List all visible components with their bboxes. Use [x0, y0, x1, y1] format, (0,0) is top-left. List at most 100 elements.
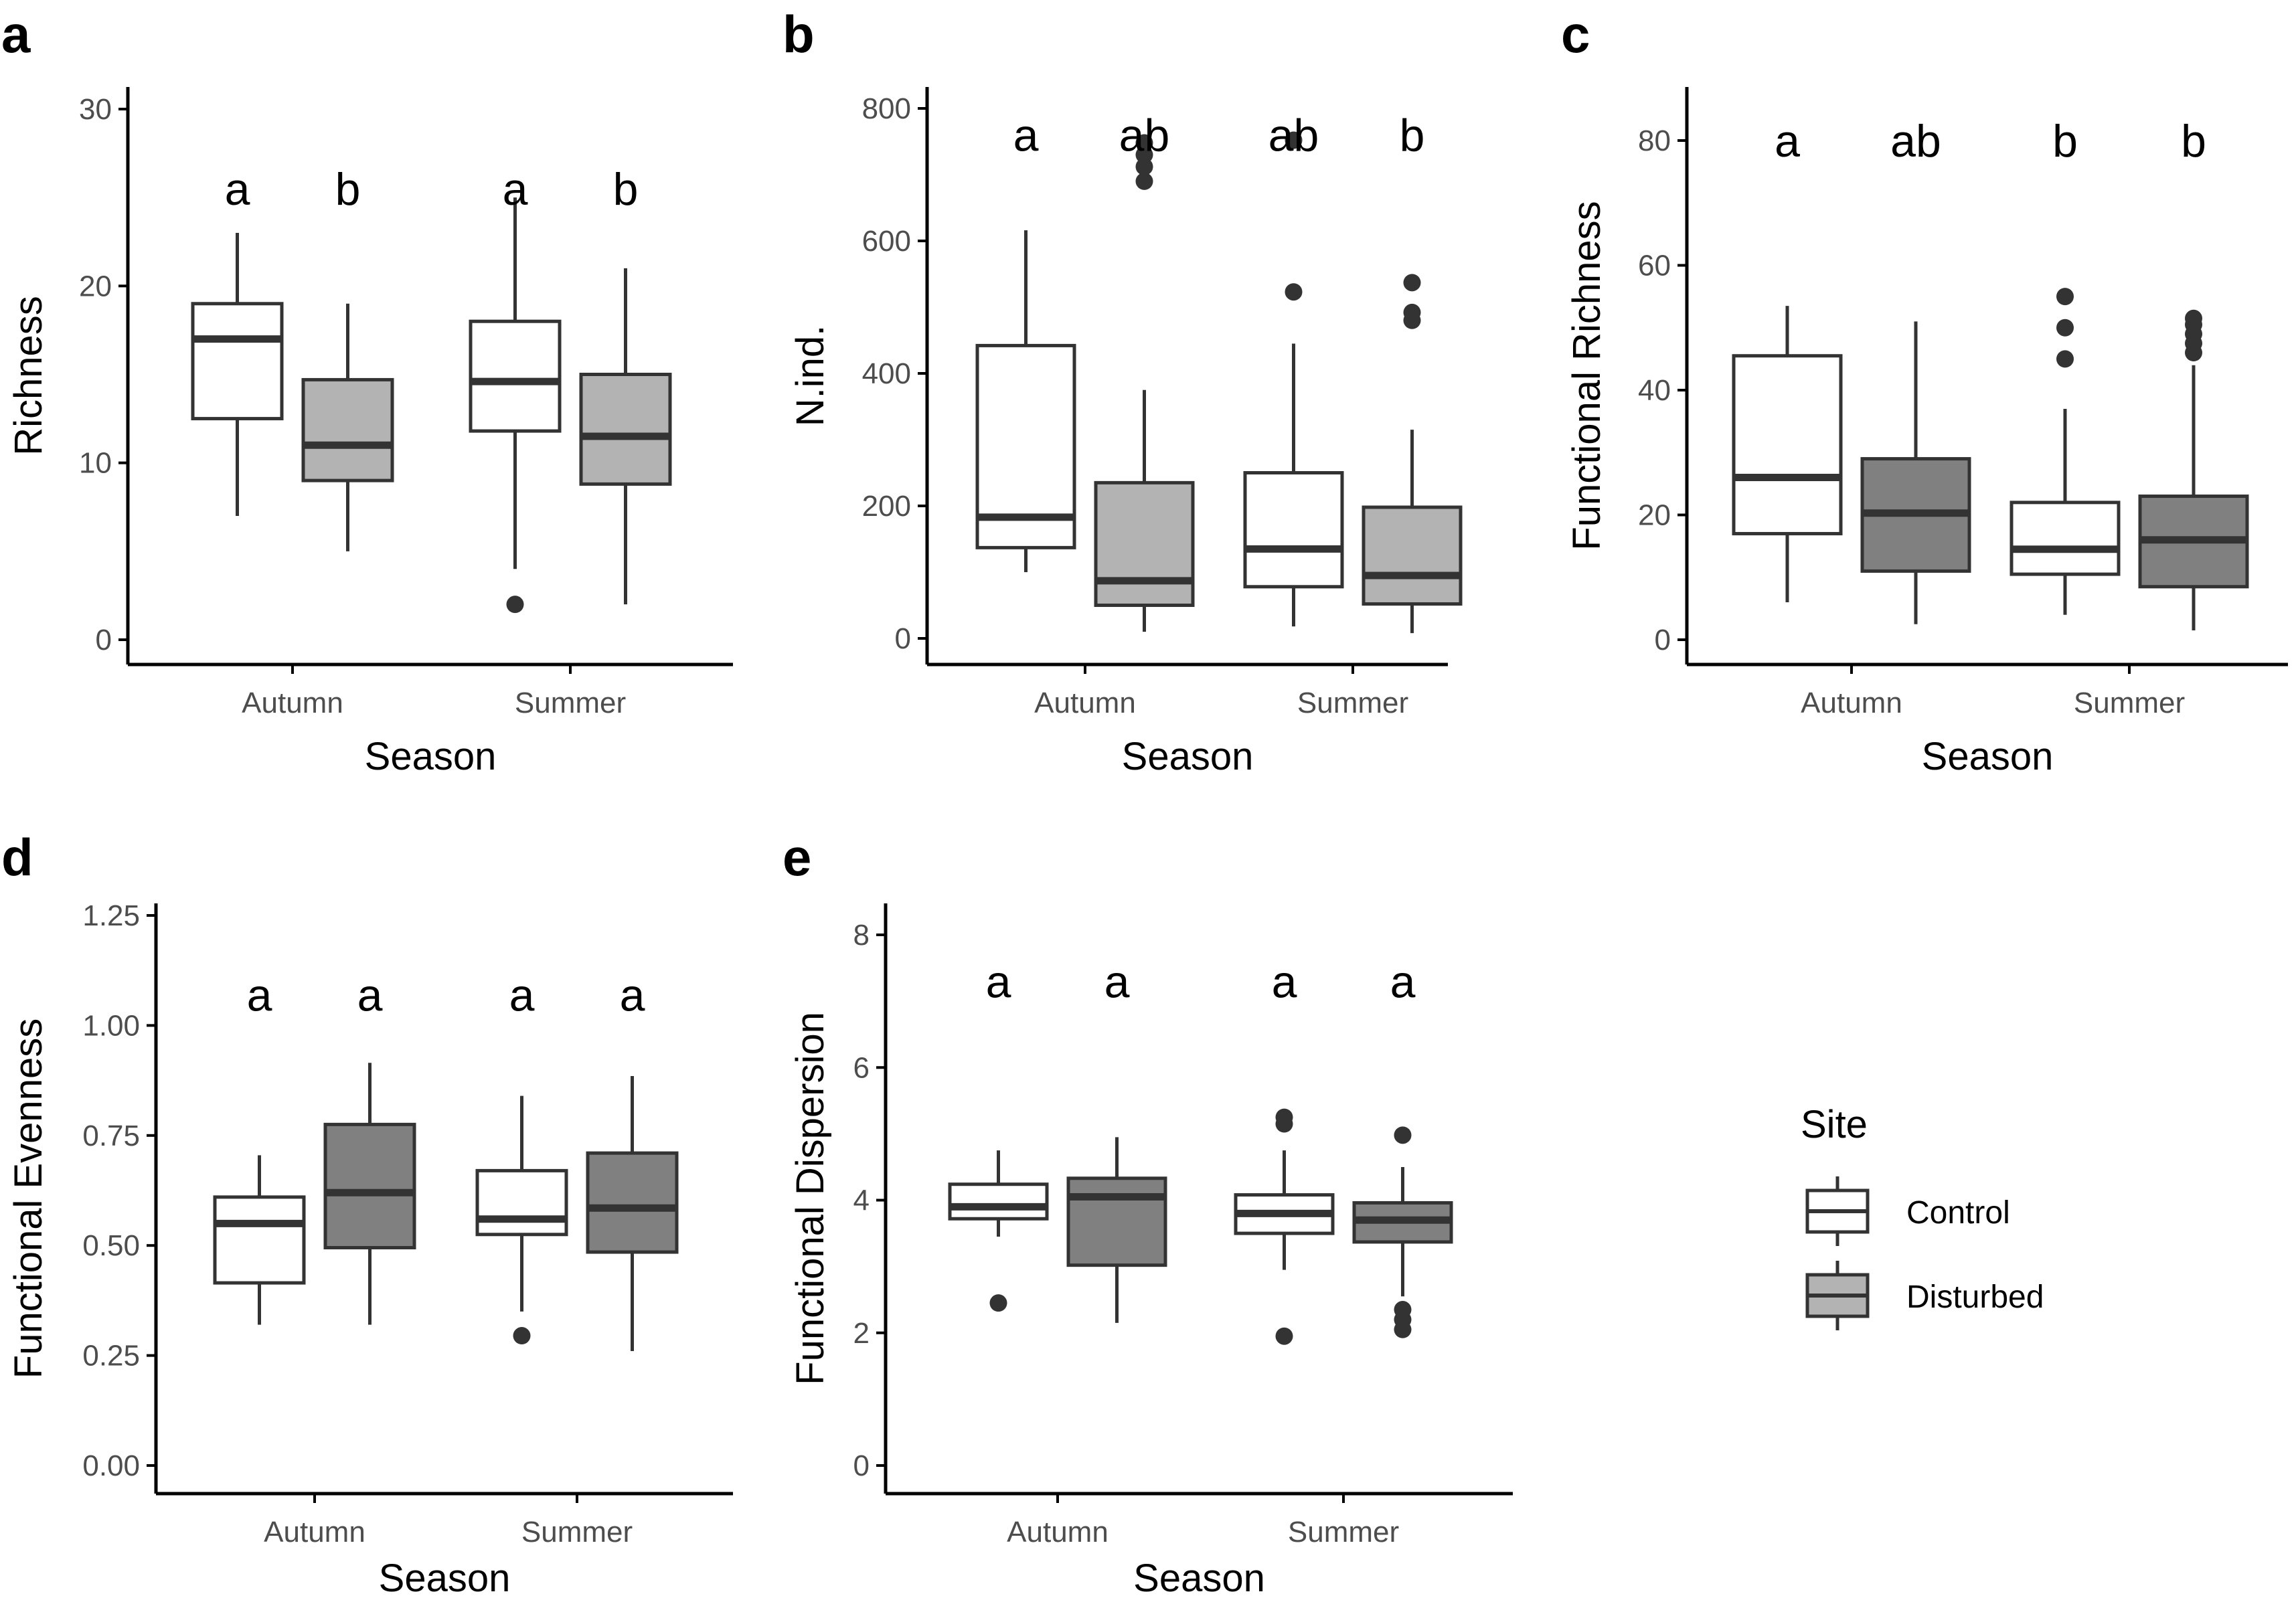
significance-letter: ab	[1890, 116, 1941, 167]
panel-letter: b	[783, 5, 815, 64]
significance-letter: ab	[1268, 110, 1319, 161]
x-tick-label: Summer	[2074, 687, 2185, 719]
y-tick-label: 8	[853, 919, 870, 952]
significance-letter: a	[247, 970, 272, 1020]
panel-letter: e	[783, 828, 811, 887]
y-tick-label: 80	[1638, 124, 1671, 157]
y-axis-title: N.ind.	[789, 325, 832, 427]
box-autumn-disturbed	[301, 303, 394, 551]
x-axis-title: Season	[365, 735, 497, 778]
iqr-box	[948, 1182, 1049, 1221]
box-summer-disturbed	[586, 1076, 679, 1352]
iqr-box	[2010, 501, 2121, 576]
y-tick-label: 20	[79, 270, 112, 302]
y-tick-label: 1.25	[82, 899, 140, 932]
panel-e: e 0 2 4 6 8 Autumn Summer Season Functional Dispe…	[783, 828, 1513, 1598]
iqr-box	[475, 1168, 568, 1237]
significance-letter: a	[620, 970, 645, 1020]
y-axis-title: Functional Dispersion	[789, 1012, 832, 1385]
x-tick-label: Summer	[1297, 687, 1408, 719]
significance-letter: a	[1390, 956, 1416, 1007]
box-autumn-control	[975, 230, 1076, 572]
outlier-point	[989, 1294, 1007, 1312]
x-tick-label: Autumn	[1007, 1516, 1109, 1548]
y-tick-label: 200	[862, 490, 911, 523]
outlier-point	[513, 1327, 531, 1345]
iqr-box	[469, 319, 562, 433]
legend-item-disturbed: Disturbed	[1805, 1261, 2044, 1330]
significance-letter: a	[225, 164, 250, 215]
y-tick-label: 10	[79, 447, 112, 480]
y-tick-label: 4	[853, 1184, 870, 1217]
outlier-point	[506, 596, 524, 614]
box-summer-control	[475, 1095, 568, 1345]
outlier-point	[1275, 1327, 1293, 1345]
outlier-point	[1285, 131, 1303, 149]
legend: Site Control Disturbed	[1801, 1103, 2044, 1330]
y-tick-label: 40	[1638, 374, 1671, 407]
x-tick-label: Autumn	[242, 687, 343, 719]
iqr-box	[213, 1195, 306, 1285]
box-summer-disturbed	[2138, 309, 2249, 631]
outlier-point	[1135, 158, 1153, 176]
x-tick-label: Autumn	[1034, 687, 1136, 719]
iqr-box	[586, 1151, 679, 1254]
box-autumn-control	[213, 1155, 306, 1325]
panel-d: d 0.00 0.25 0.50 0.75 1.00 1.25 Autumn Summer Sea…	[1, 828, 733, 1598]
box-summer-control	[1243, 131, 1344, 627]
outlier-point	[1135, 172, 1153, 190]
box-summer-control	[2010, 288, 2121, 615]
legend-title: Site	[1801, 1103, 1868, 1146]
panel-c: c 0 20 40 60 80 Autumn Summer Season Functional R…	[1561, 5, 2288, 778]
y-tick-label: 800	[862, 92, 911, 125]
iqr-box	[1066, 1176, 1167, 1267]
y-tick-label: 0	[96, 624, 112, 656]
iqr-box	[191, 302, 284, 421]
y-tick-label: 1.00	[82, 1009, 140, 1042]
iqr-box	[1094, 480, 1195, 607]
outlier-point	[1394, 1301, 1412, 1319]
box-summer-disturbed	[579, 268, 672, 605]
outlier-point	[1275, 1108, 1293, 1126]
x-tick-label: Autumn	[264, 1516, 365, 1548]
y-tick-label: 0	[853, 1449, 870, 1482]
panel-b: b 0 200 400 600 800 Autumn Summer Season N.ind. a a…	[783, 5, 1463, 778]
outlier-point	[2056, 319, 2074, 337]
iqr-box	[301, 377, 394, 482]
y-tick-label: 0.00	[82, 1449, 140, 1482]
box-autumn-disturbed	[1860, 321, 1971, 624]
y-axis-title: Functional Evenness	[7, 1018, 50, 1379]
significance-letter: a	[1013, 110, 1039, 161]
box-autumn-control	[1732, 306, 1843, 603]
outlier-point	[1394, 1126, 1412, 1144]
panel-letter: d	[1, 828, 33, 887]
y-tick-label: 2	[853, 1317, 870, 1350]
outlier-point	[1403, 303, 1421, 321]
y-tick-label: 400	[862, 357, 911, 390]
x-axis-title: Season	[1922, 735, 2054, 778]
y-tick-label: 0	[895, 622, 911, 655]
box-summer-control	[469, 197, 562, 614]
box-summer-disturbed	[1352, 1126, 1453, 1338]
significance-letter: a	[357, 970, 383, 1020]
outlier-point	[1135, 134, 1153, 152]
outlier-point	[1135, 146, 1153, 164]
y-tick-label: 600	[862, 225, 911, 258]
outlier-point	[2056, 288, 2074, 306]
y-axis-title: Richness	[7, 296, 50, 456]
significance-letter: a	[509, 970, 535, 1020]
outlier-point	[1285, 283, 1303, 301]
outlier-point	[1403, 274, 1421, 292]
iqr-box	[579, 373, 672, 486]
y-tick-label: 60	[1638, 250, 1671, 282]
iqr-box	[1243, 471, 1344, 589]
significance-letter: b	[613, 164, 639, 215]
box-autumn-control	[948, 1150, 1049, 1312]
y-tick-label: 0.50	[82, 1229, 140, 1262]
significance-letter: a	[1775, 116, 1800, 167]
legend-item-control: Control	[1805, 1176, 2010, 1246]
significance-letter: b	[2052, 116, 2078, 167]
significance-letter: a	[1272, 956, 1297, 1007]
